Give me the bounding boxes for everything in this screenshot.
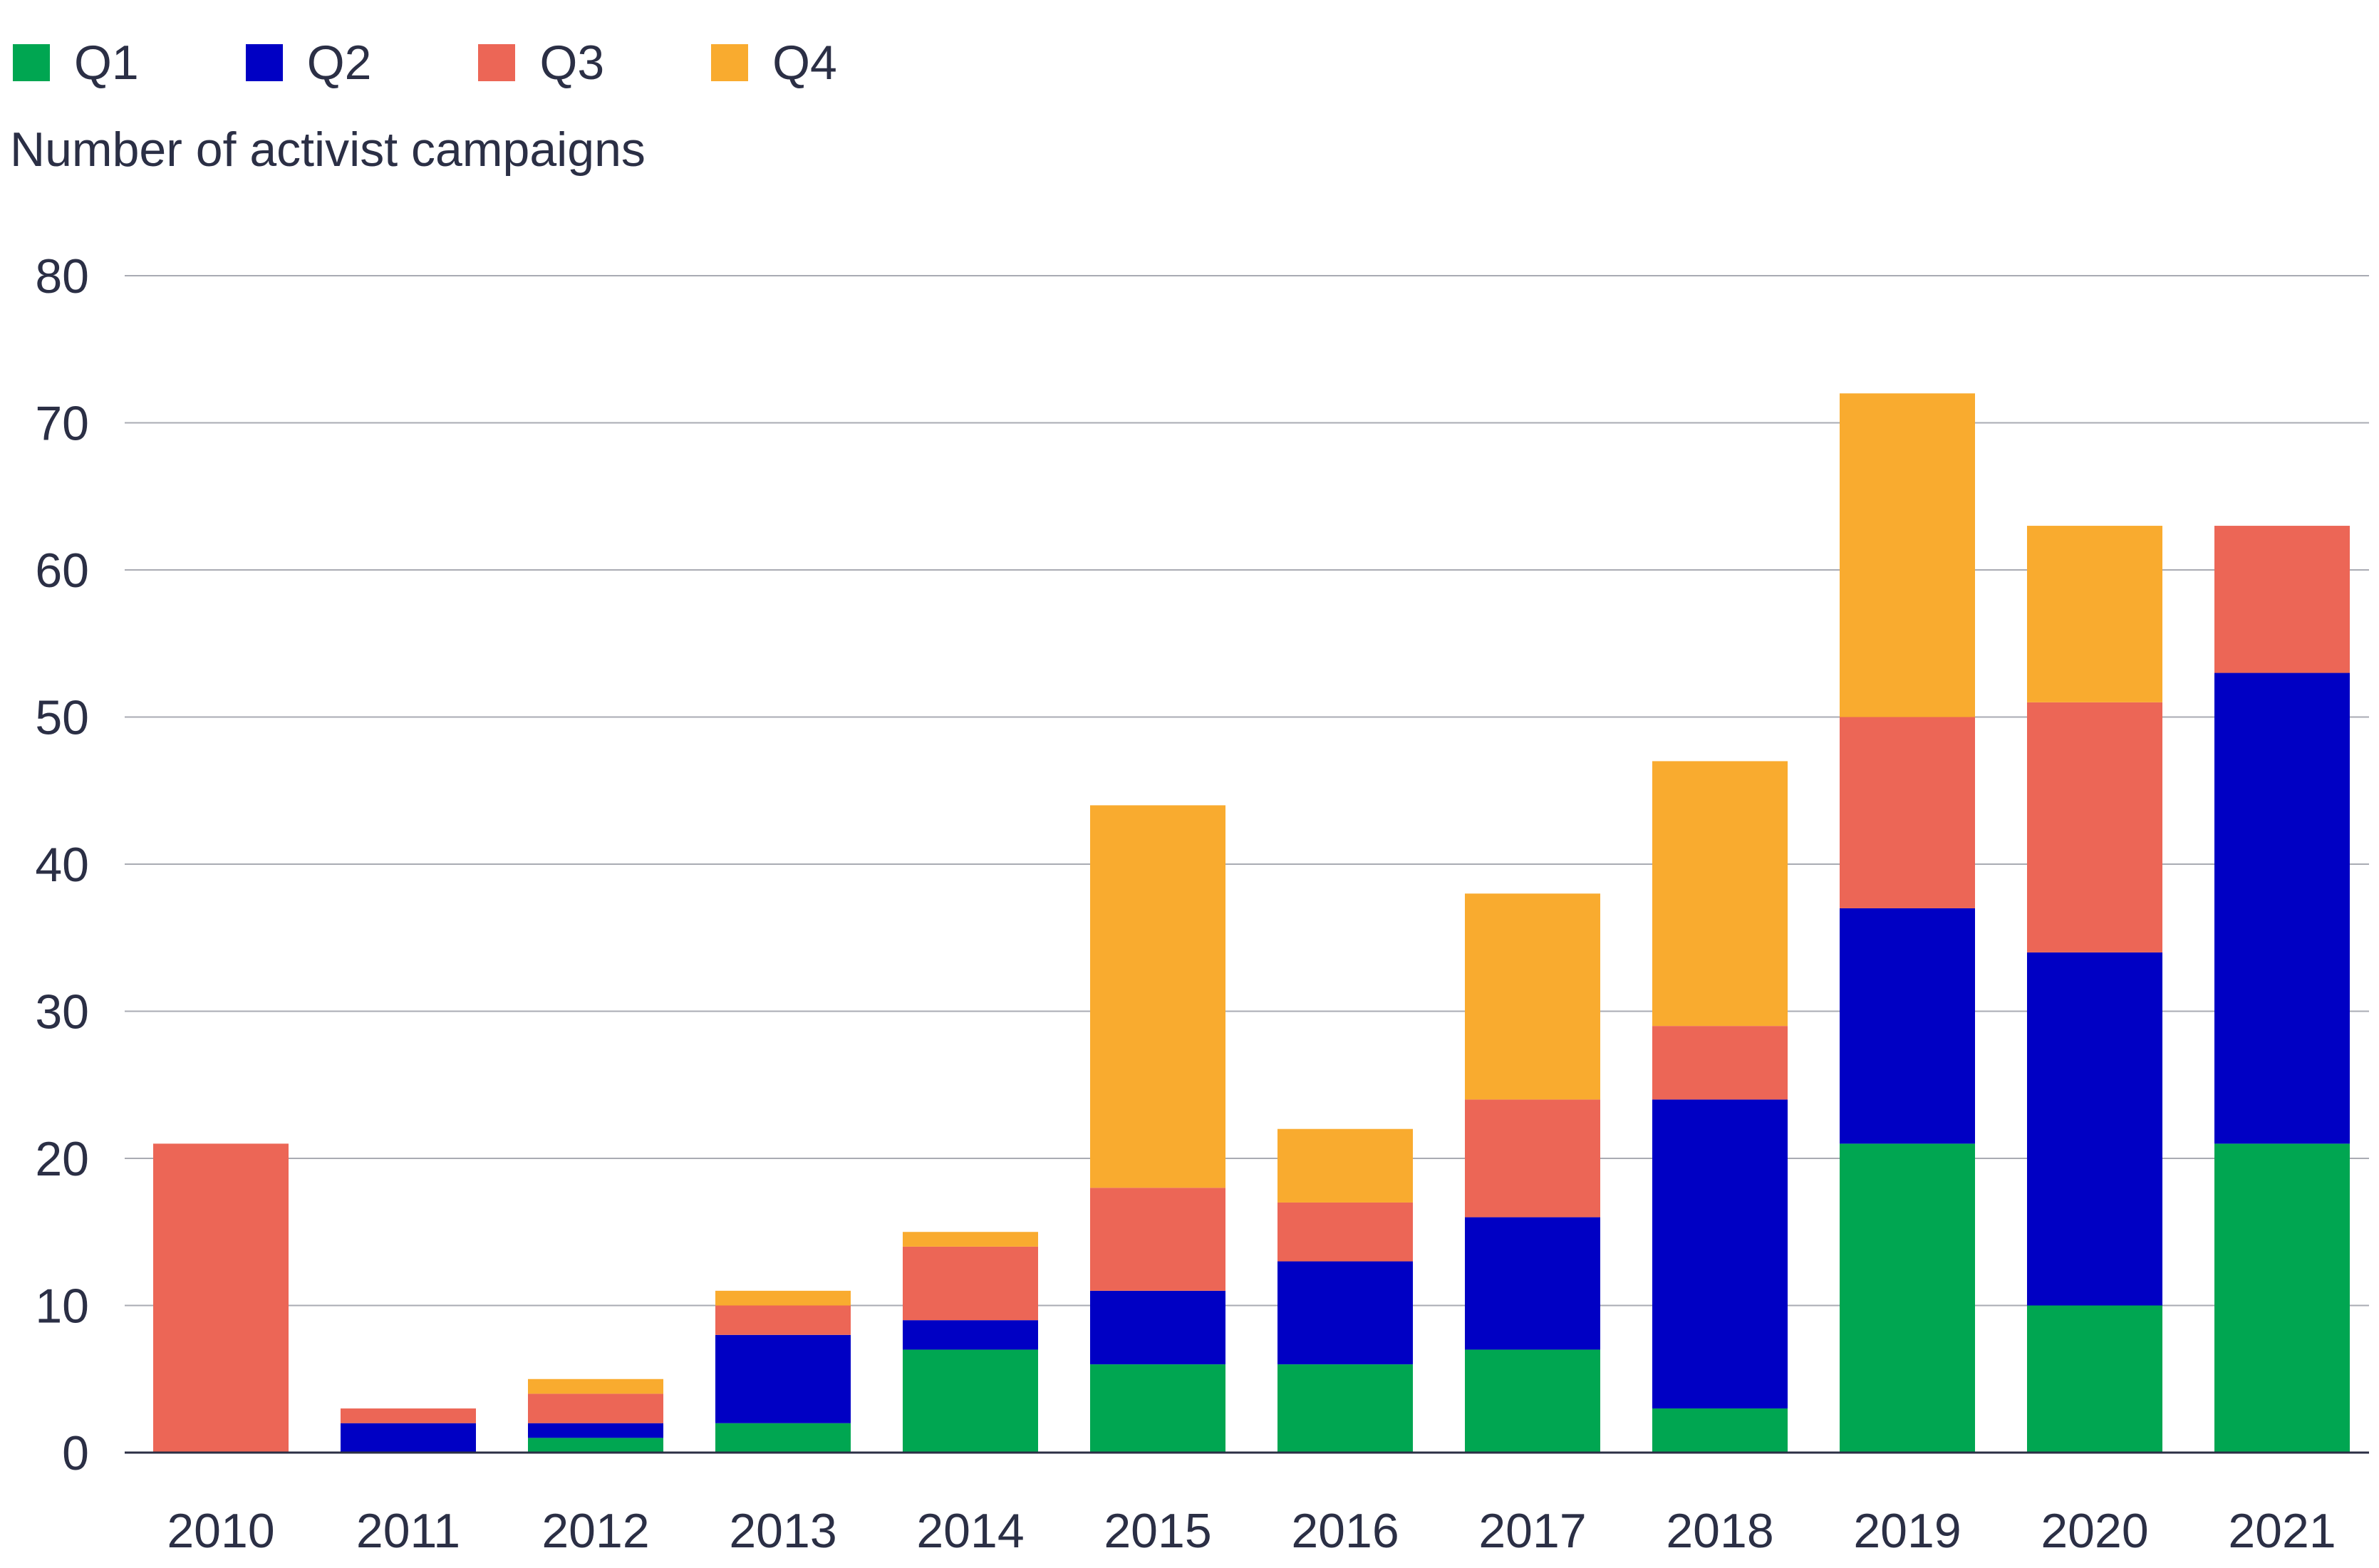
bar-2016-q1 (1277, 1364, 1413, 1453)
bar-2010-q3 (153, 1143, 289, 1453)
legend: Q1 Q2 Q3 Q4 (13, 27, 944, 98)
bar-2014-q3 (903, 1246, 1038, 1321)
y-tick-label-30: 30 (35, 985, 89, 1039)
bar-2019-q1 (1840, 1143, 1975, 1453)
bar-2020-q3 (2027, 702, 2162, 952)
legend-item-q1: Q1 (13, 38, 139, 87)
bar-2019-q3 (1840, 717, 1975, 908)
legend-label-q2: Q2 (306, 36, 372, 90)
x-tick-label-2019: 2019 (1853, 1504, 1961, 1558)
legend-item-q4: Q4 (711, 38, 837, 87)
x-tick-label-2018: 2018 (1666, 1504, 1773, 1558)
bar-2014-q4 (903, 1232, 1038, 1247)
y-tick-label-50: 50 (35, 691, 89, 745)
y-tick-label-60: 60 (35, 544, 89, 598)
x-tick-label-2012: 2012 (541, 1504, 649, 1558)
bar-2015-q1 (1090, 1364, 1225, 1453)
bar-2013-q4 (715, 1290, 851, 1306)
bar-2017-q2 (1465, 1217, 1600, 1350)
legend-item-q2: Q2 (245, 36, 372, 90)
bar-2020-q1 (2027, 1305, 2162, 1453)
bar-2016-q4 (1277, 1128, 1413, 1203)
bar-2012-q4 (528, 1379, 663, 1394)
bar-2019-q4 (1840, 393, 1975, 717)
bar-2017-q4 (1465, 893, 1600, 1100)
y-tick-label-20: 20 (35, 1132, 89, 1186)
y-tick-label-70: 70 (35, 397, 89, 451)
bar-2015-q3 (1090, 1188, 1225, 1291)
bar-2021-q1 (2214, 1143, 2350, 1453)
x-tick-label-2010: 2010 (167, 1504, 274, 1558)
legend-label-q3: Q3 (539, 36, 605, 90)
x-tick-label-2017: 2017 (1478, 1504, 1586, 1558)
bar-2015-q4 (1090, 805, 1225, 1188)
bar-2020-q2 (2027, 952, 2162, 1306)
y-tick-label-40: 40 (35, 838, 89, 892)
bar-2013-q3 (715, 1305, 851, 1335)
x-tick-label-2015: 2015 (1104, 1504, 1211, 1558)
bar-2021-q3 (2214, 526, 2350, 673)
y-tick-label-10: 10 (35, 1279, 89, 1334)
bar-2012-q3 (528, 1393, 663, 1423)
x-tick-label-2020: 2020 (2041, 1504, 2148, 1558)
bar-2011-q2 (341, 1423, 476, 1453)
bar-2020-q4 (2027, 526, 2162, 702)
bar-2018-q2 (1652, 1099, 1788, 1409)
bar-2017-q3 (1465, 1099, 1600, 1217)
bar-2017-q1 (1465, 1349, 1600, 1453)
bar-2014-q1 (903, 1349, 1038, 1453)
bar-2016-q2 (1277, 1261, 1413, 1365)
legend-label-q1: Q1 (74, 36, 139, 90)
legend-swatch-q4 (711, 44, 749, 81)
legend-swatch-q1 (13, 44, 50, 81)
legend-swatch-q2 (245, 44, 283, 81)
bar-2012-q1 (528, 1438, 663, 1453)
x-tick-label-2016: 2016 (1291, 1504, 1399, 1558)
bar-2015-q2 (1090, 1290, 1225, 1365)
y-tick-label-0: 0 (62, 1426, 89, 1480)
bar-2013-q1 (715, 1423, 851, 1453)
y-axis-label: Number of activist campaigns (10, 123, 646, 177)
bar-2018-q1 (1652, 1408, 1788, 1453)
legend-swatch-q3 (478, 44, 516, 81)
bar-2019-q2 (1840, 908, 1975, 1144)
bar-2021-q2 (2214, 673, 2350, 1144)
legend-label-q4: Q4 (772, 36, 837, 90)
bar-2014-q2 (903, 1320, 1038, 1350)
x-tick-label-2013: 2013 (729, 1504, 836, 1558)
bar-2012-q2 (528, 1423, 663, 1438)
bar-2011-q3 (341, 1408, 476, 1423)
bar-2013-q2 (715, 1334, 851, 1423)
x-tick-label-2014: 2014 (916, 1504, 1024, 1558)
legend-item-q3: Q3 (478, 38, 604, 87)
bar-2016-q3 (1277, 1202, 1413, 1262)
bar-2018-q3 (1652, 1026, 1788, 1100)
y-tick-label-80: 80 (35, 249, 89, 303)
bar-2018-q4 (1652, 761, 1788, 1027)
x-tick-label-2021: 2021 (2228, 1504, 2336, 1558)
x-tick-label-2011: 2011 (356, 1504, 460, 1558)
